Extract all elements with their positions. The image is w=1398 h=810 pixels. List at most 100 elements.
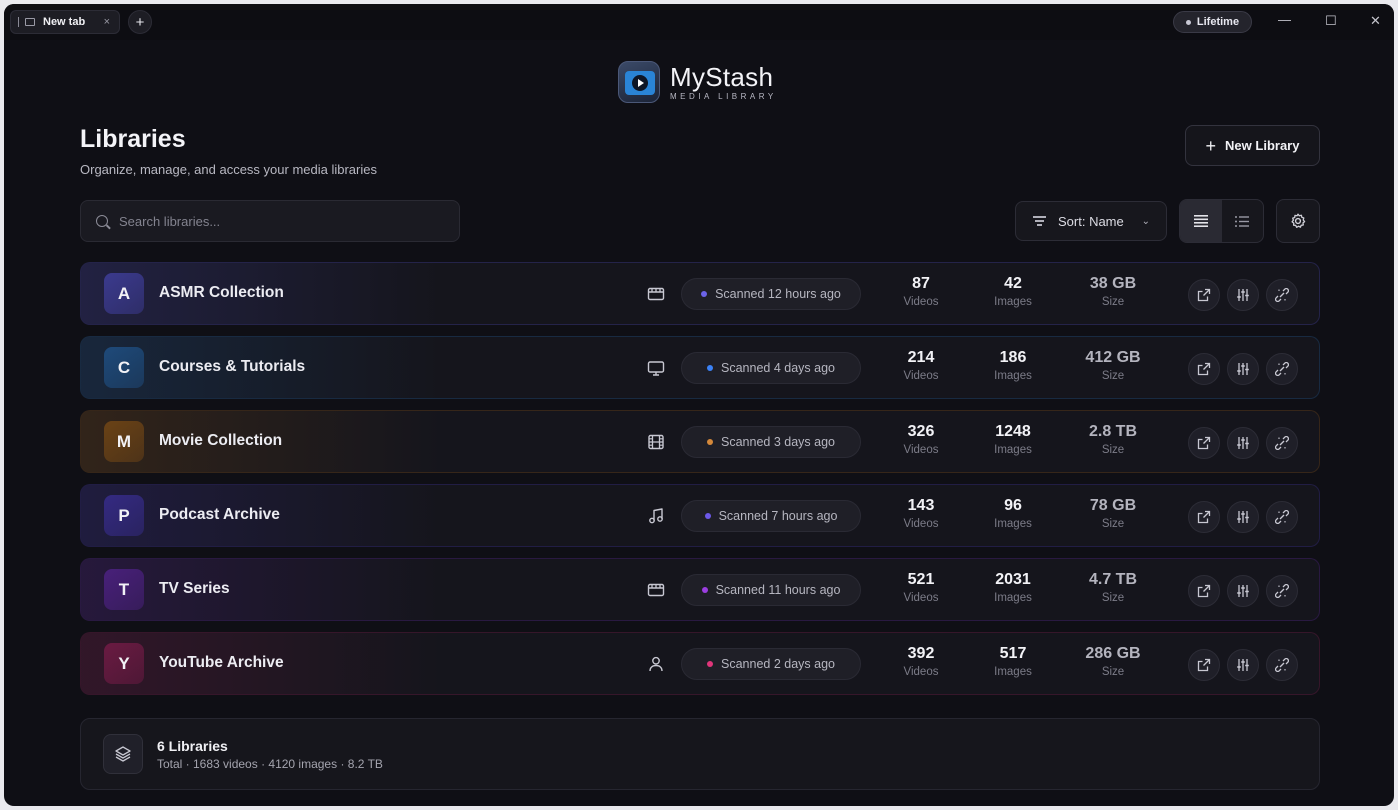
videos-count: 392 (907, 645, 935, 662)
unlink-icon (1275, 436, 1289, 450)
layers-icon-box (103, 734, 143, 774)
library-row[interactable]: T TV Series Scanned 11 hours ago 521 Vid… (80, 558, 1320, 621)
images-count: 1248 (995, 423, 1031, 440)
summary-totals: Total · 1683 videos · 4120 images · 8.2 … (157, 757, 383, 771)
app-window: New tab × + Lifetime — ☐ ✕ MyStash MEDIA… (4, 4, 1394, 806)
sort-dropdown[interactable]: Sort: Name ⌄ (1015, 201, 1167, 241)
videos-label: Videos (903, 592, 939, 604)
library-row[interactable]: P Podcast Archive Scanned 7 hours ago 14… (80, 484, 1320, 547)
library-name[interactable]: TV Series (159, 580, 230, 597)
images-stat: 1248 Images (968, 423, 1058, 456)
disconnect-library-button[interactable] (1266, 427, 1298, 459)
size-value: 2.8 TB (1088, 423, 1137, 440)
row-actions (1188, 649, 1298, 681)
library-settings-button[interactable] (1227, 353, 1259, 385)
logo-subtitle: MEDIA LIBRARY (670, 92, 777, 101)
library-settings-button[interactable] (1227, 649, 1259, 681)
monitor-icon (647, 360, 665, 376)
library-row[interactable]: C Courses & Tutorials Scanned 4 days ago… (80, 336, 1320, 399)
new-tab-button[interactable]: + (128, 10, 152, 34)
library-row[interactable]: Y YouTube Archive Scanned 2 days ago 392… (80, 632, 1320, 695)
plan-badge[interactable]: Lifetime (1173, 11, 1252, 33)
open-library-button[interactable] (1188, 501, 1220, 533)
compact-list-view-button[interactable] (1222, 200, 1264, 242)
scan-status-badge: Scanned 4 days ago (681, 352, 861, 384)
disconnect-library-button[interactable] (1266, 353, 1298, 385)
library-row[interactable]: M Movie Collection Scanned 3 days ago 32… (80, 410, 1320, 473)
minimize-button[interactable]: — (1278, 12, 1291, 27)
library-name[interactable]: Courses & Tutorials (159, 358, 306, 375)
open-external-icon (1197, 288, 1211, 302)
detailed-list-icon (1193, 215, 1208, 227)
disconnect-library-button[interactable] (1266, 279, 1298, 311)
open-library-button[interactable] (1188, 575, 1220, 607)
library-name[interactable]: Movie Collection (159, 432, 283, 449)
music-icon (647, 508, 665, 524)
status-dot-icon (701, 291, 708, 297)
size-stat: 78 GB Size (1068, 497, 1158, 530)
tab-divider (18, 17, 19, 27)
play-icon (632, 75, 648, 91)
settings-button[interactable] (1276, 199, 1320, 243)
videos-count: 214 (907, 349, 935, 366)
library-avatar: A (104, 273, 144, 314)
compact-list-icon (1235, 215, 1250, 227)
videos-stat: 214 Videos (876, 349, 966, 382)
detailed-list-view-button[interactable] (1180, 200, 1222, 242)
scan-status-text: Scanned 7 hours ago (718, 509, 838, 523)
images-count: 42 (1004, 275, 1022, 292)
tab-close-icon[interactable]: × (103, 16, 110, 28)
sliders-icon (1236, 362, 1250, 376)
library-avatar: Y (104, 643, 144, 684)
disconnect-library-button[interactable] (1266, 649, 1298, 681)
library-name[interactable]: ASMR Collection (159, 284, 284, 301)
maximize-button[interactable]: ☐ (1325, 13, 1337, 28)
scan-status-text: Scanned 11 hours ago (715, 583, 841, 597)
images-stat: 517 Images (968, 645, 1058, 678)
library-name[interactable]: YouTube Archive (159, 654, 284, 671)
size-stat: 412 GB Size (1068, 349, 1158, 382)
size-stat: 2.8 TB Size (1068, 423, 1158, 456)
row-actions (1188, 353, 1298, 385)
sort-label: Sort: Name (1058, 213, 1124, 229)
open-library-button[interactable] (1188, 279, 1220, 311)
videos-count: 326 (907, 423, 935, 440)
plan-badge-label: Lifetime (1196, 16, 1240, 28)
size-label: Size (1101, 444, 1125, 456)
size-label: Size (1101, 296, 1125, 308)
scan-status-badge: Scanned 12 hours ago (681, 278, 861, 310)
videos-label: Videos (903, 666, 939, 678)
images-stat: 42 Images (968, 275, 1058, 308)
videos-count: 87 (912, 275, 930, 292)
new-library-button[interactable]: + New Library (1185, 125, 1320, 166)
status-dot-icon (707, 439, 713, 445)
sliders-icon (1236, 436, 1250, 450)
status-dot-icon (701, 587, 708, 593)
library-settings-button[interactable] (1227, 279, 1259, 311)
size-value: 286 GB (1085, 645, 1141, 662)
logo-text: MyStash MEDIA LIBRARY (670, 63, 777, 101)
library-settings-button[interactable] (1227, 427, 1259, 459)
browser-tab[interactable]: New tab × (10, 10, 120, 34)
search-input[interactable] (119, 213, 439, 229)
disconnect-library-button[interactable] (1266, 501, 1298, 533)
open-library-button[interactable] (1188, 649, 1220, 681)
scan-status-text: Scanned 12 hours ago (715, 287, 841, 301)
disconnect-library-button[interactable] (1266, 575, 1298, 607)
status-dot-icon (707, 365, 713, 371)
library-name[interactable]: Podcast Archive (159, 506, 280, 523)
user-icon (647, 656, 665, 672)
open-library-button[interactable] (1188, 353, 1220, 385)
close-window-button[interactable]: ✕ (1370, 13, 1381, 28)
scan-status-badge: Scanned 2 days ago (681, 648, 861, 680)
library-settings-button[interactable] (1227, 575, 1259, 607)
library-row[interactable]: A ASMR Collection Scanned 12 hours ago 8… (80, 262, 1320, 325)
library-settings-button[interactable] (1227, 501, 1259, 533)
library-avatar: T (104, 569, 144, 610)
scan-status-text: Scanned 2 days ago (721, 657, 835, 671)
scan-status-text: Scanned 4 days ago (721, 361, 835, 375)
images-stat: 186 Images (968, 349, 1058, 382)
videos-label: Videos (903, 444, 939, 456)
open-library-button[interactable] (1188, 427, 1220, 459)
search-box[interactable] (80, 200, 460, 242)
